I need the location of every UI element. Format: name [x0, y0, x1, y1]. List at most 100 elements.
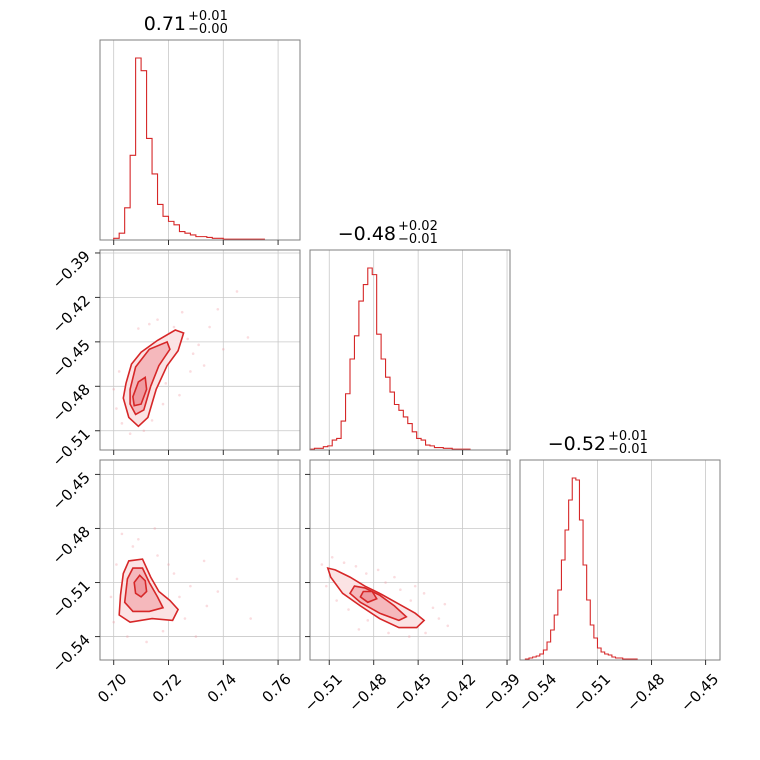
scatter-point-1-15 [235, 577, 239, 581]
scatter-point-1-19 [115, 563, 118, 566]
title-value-2: −0.52 [548, 433, 606, 455]
xtick-label-2-1: −0.51 [569, 670, 614, 715]
scatter-point-2-13 [347, 608, 350, 611]
scatter-point-1-0 [120, 532, 124, 536]
scatter-point-2-2 [354, 565, 358, 568]
joint-0 [112, 290, 250, 436]
xtick-label-0-0: 0.70 [94, 670, 130, 706]
scatter-point-2-5 [384, 581, 387, 584]
scatter-point-0-22 [246, 336, 250, 339]
xtick-label-1-2: −0.45 [390, 670, 435, 715]
hist-title-1: −0.48 +0.02−0.01 [338, 219, 438, 247]
scatter-point-1-11 [145, 640, 148, 644]
hist-frame-1 [309, 249, 511, 451]
scatter-point-2-16 [446, 624, 450, 628]
joint-frame-1 [99, 459, 301, 661]
scatter-point-1-8 [126, 635, 129, 638]
scatter-point-1-9 [112, 620, 115, 624]
xtick-label-0-3: 0.76 [258, 670, 294, 706]
scatter-point-0-13 [120, 422, 124, 425]
scatter-point-1-3 [172, 572, 176, 575]
scatter-point-2-0 [330, 555, 334, 559]
scatter-point-0-6 [202, 364, 206, 367]
ytick-label-2-1: −0.51 [49, 577, 94, 622]
plot-backgrounds [100, 40, 720, 660]
joint-2 [320, 555, 450, 638]
xtick-label-0-1: 0.72 [149, 670, 185, 706]
scatter-point-2-3 [320, 563, 324, 566]
joint-1 [109, 527, 252, 644]
scatter-point-0-4 [216, 307, 220, 311]
scatter-point-0-2 [186, 337, 189, 341]
contour-2-2 [359, 590, 378, 604]
scatter-point-2-12 [366, 619, 370, 622]
axis-ticks [95, 240, 707, 665]
panel-frames [99, 39, 721, 661]
scatter-point-0-7 [189, 370, 192, 373]
scatter-point-0-5 [235, 290, 239, 293]
scatter-point-0-20 [161, 402, 165, 406]
scatter-point-0-14 [142, 429, 146, 433]
xtick-label-2-2: −0.48 [623, 670, 668, 715]
scatter-point-1-10 [109, 595, 113, 599]
scatter-point-1-2 [156, 554, 159, 557]
scatter-point-1-14 [216, 590, 220, 593]
scatter-point-0-19 [221, 347, 225, 351]
scatter-point-2-10 [407, 635, 411, 638]
scatter-point-2-22 [443, 602, 447, 606]
xtick-label-1-0: −0.51 [301, 670, 346, 715]
scatter-point-2-15 [437, 617, 441, 620]
hist-panel-bg-1 [310, 250, 510, 450]
scatter-point-2-1 [342, 561, 346, 565]
scatter-point-0-10 [117, 370, 121, 373]
ytick-label-1-1: −0.48 [49, 380, 94, 425]
contour-1-2 [133, 574, 148, 598]
hist-frame-0 [99, 39, 301, 241]
scatter-point-1-4 [189, 584, 192, 588]
scatter-point-2-21 [357, 628, 361, 631]
scatter-point-2-7 [409, 599, 413, 602]
xtick-label-1-3: −0.42 [434, 670, 479, 715]
scatter-point-2-6 [399, 588, 402, 592]
histogram-0 [113, 57, 279, 241]
joint-panel-bg-0 [100, 250, 300, 450]
title-upper-2: +0.01 [608, 429, 648, 444]
scatter-point-0-8 [164, 382, 168, 385]
scatter-point-0-17 [148, 322, 151, 326]
scatter-point-0-18 [208, 325, 211, 329]
xtick-label-1-1: −0.48 [345, 670, 390, 715]
title-lower-2: −0.01 [608, 442, 648, 457]
joint-frame-2 [309, 459, 511, 661]
title-lower-0: −0.00 [188, 22, 228, 37]
scatter-point-0-3 [197, 343, 200, 347]
ytick-label-2-0: −0.54 [49, 631, 94, 676]
scatter-point-2-11 [387, 631, 390, 635]
title-value-0: 0.71 [144, 13, 186, 35]
scatter-point-0-25 [191, 352, 195, 356]
ytick-label-1-4: −0.39 [49, 247, 94, 292]
contour-0-2 [132, 376, 148, 407]
scatter-point-1-20 [249, 617, 252, 620]
scatter-point-0-0 [156, 318, 159, 321]
hist-frame-2 [519, 459, 721, 661]
ytick-label-1-0: −0.51 [49, 425, 94, 470]
xtick-label-2-0: −0.54 [515, 670, 560, 715]
joint-frame-0 [99, 249, 301, 451]
scatter-point-2-19 [413, 584, 417, 588]
hist-panel-bg-0 [100, 40, 300, 240]
scatter-point-1-1 [131, 545, 135, 548]
xtick-label-1-4: −0.39 [479, 670, 524, 715]
scatter-point-2-23 [422, 592, 426, 595]
hist-title-0: 0.71 +0.01−0.00 [144, 9, 228, 37]
scatter-point-2-9 [424, 631, 427, 635]
scatter-point-1-7 [161, 629, 165, 633]
scatter-point-2-20 [324, 584, 328, 588]
scatter-point-0-9 [178, 393, 181, 397]
ytick-label-1-3: −0.42 [49, 292, 94, 337]
scatter-point-2-4 [364, 572, 368, 575]
scatter-point-0-21 [128, 432, 132, 436]
scatter-point-2-14 [335, 599, 338, 602]
scatter-point-1-18 [178, 595, 181, 599]
scatter-point-0-16 [137, 327, 140, 330]
scatter-point-1-17 [153, 527, 157, 530]
